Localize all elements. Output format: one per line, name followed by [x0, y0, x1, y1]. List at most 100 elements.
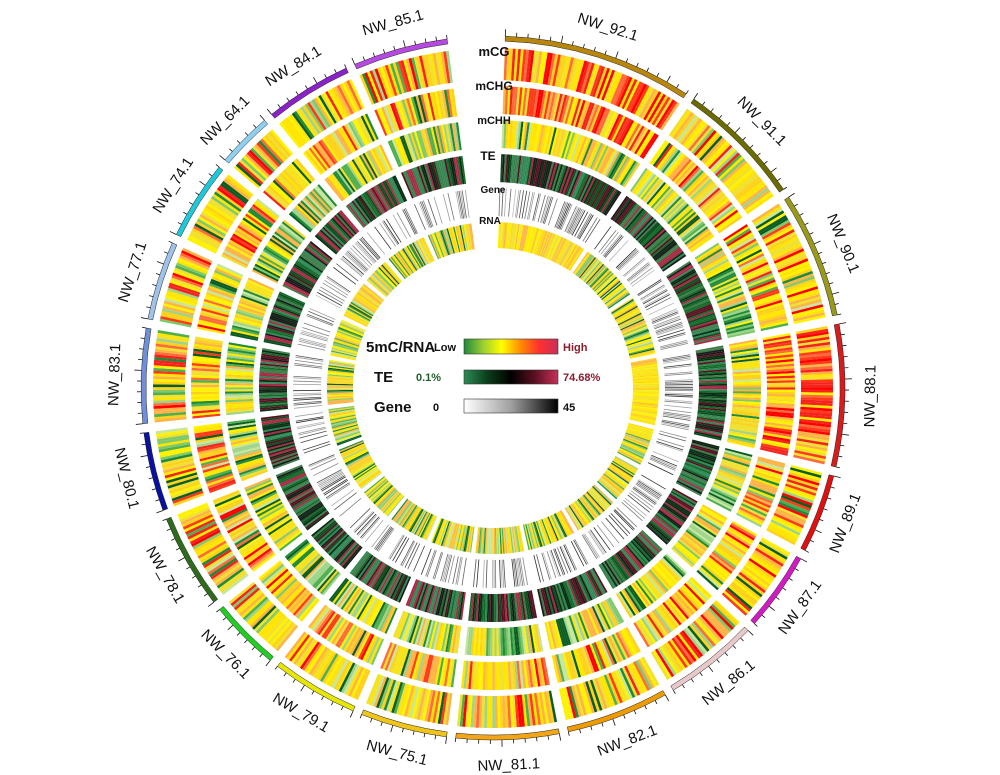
track-segment [409, 651, 420, 679]
track-segment [337, 542, 358, 565]
track-segment [544, 517, 556, 543]
chromosome-tick [590, 726, 593, 731]
chromosome-tick [794, 568, 799, 571]
track-segment [259, 377, 288, 381]
gene-mark [381, 221, 399, 245]
track-segment [632, 402, 659, 406]
track-segment [416, 239, 430, 264]
track-segment [648, 183, 668, 207]
track-segment [731, 238, 757, 255]
chromosome-tick [838, 455, 843, 458]
track-segment [341, 125, 358, 151]
track-segment [225, 370, 254, 374]
track-segment [159, 448, 192, 458]
track-segment [633, 170, 652, 195]
track-segment [776, 255, 808, 271]
track-te-nw-85-1 [401, 156, 467, 199]
track-segment [479, 593, 483, 622]
track-segment [546, 516, 558, 542]
chromosome-tick [259, 653, 263, 658]
chromosome-tick [593, 46, 596, 52]
track-mchh-nw-89-1 [705, 447, 753, 512]
track-segment [529, 227, 538, 254]
track-segment [552, 54, 561, 87]
track-segment [706, 264, 732, 280]
track-segment [292, 266, 317, 283]
track-segment [267, 444, 296, 454]
track-segment [719, 299, 747, 311]
track-segment [267, 618, 291, 645]
track-segment [432, 232, 444, 258]
chromosome-tick [148, 477, 153, 480]
track-segment [340, 544, 361, 567]
track-segment [191, 409, 220, 414]
track-segment [777, 503, 808, 519]
track-segment [662, 556, 685, 578]
chromosome-label-nw-75-1: NW_75.1 [364, 737, 429, 769]
track-segment [311, 189, 332, 212]
track-segment [654, 564, 676, 587]
track-segment [339, 324, 364, 336]
track-mcg-nw-85-1 [359, 50, 453, 105]
track-segment [405, 579, 418, 606]
track-segment [662, 197, 684, 219]
track-segment [163, 462, 195, 474]
gene-mark [642, 290, 668, 305]
track-segment [308, 604, 327, 629]
track-segment [235, 163, 262, 187]
track-segment [276, 466, 304, 479]
track-mchg-nw-82-1 [551, 626, 641, 683]
track-segment [373, 147, 388, 174]
track-segment [339, 126, 356, 152]
track-segment [352, 552, 371, 577]
track-segment [511, 154, 516, 183]
track-segment [336, 541, 357, 564]
track-segment [279, 122, 302, 149]
track-segment [535, 124, 543, 153]
gene-mark [326, 275, 351, 293]
track-segment [256, 259, 283, 275]
gene-mark [313, 463, 339, 477]
track-segment [287, 164, 309, 187]
chromosome-tick [266, 108, 272, 115]
track-segment [500, 154, 504, 183]
track-segment [249, 487, 276, 502]
track-segment [685, 627, 708, 654]
track-segment [197, 324, 226, 333]
gene-mark [550, 549, 561, 577]
track-segment [680, 290, 707, 304]
track-segment [707, 556, 731, 576]
track-segment [627, 427, 653, 436]
gene-mark [518, 558, 524, 586]
track-segment [594, 145, 609, 172]
track-segment [624, 665, 641, 696]
track-segment [477, 593, 482, 622]
track-segment [379, 266, 398, 286]
track-segment [332, 423, 358, 431]
gene-mark [377, 528, 395, 552]
chromosome-tick [633, 710, 637, 715]
track-segment [743, 266, 771, 280]
track-segment [389, 645, 401, 673]
chromosome-tick [253, 124, 257, 128]
track-segment [392, 102, 404, 130]
track-segment [685, 173, 708, 196]
track-segment [766, 398, 795, 402]
track-segment [417, 583, 429, 611]
gene-mark [662, 415, 691, 421]
track-segment [227, 350, 256, 357]
track-segment [798, 344, 831, 352]
track-segment [799, 411, 832, 417]
track-segment [677, 478, 704, 493]
track-segment [711, 205, 736, 225]
track-segment [690, 576, 712, 598]
track-segment [588, 607, 602, 635]
track-segment [533, 521, 543, 547]
chromosome-label-nw-89-1: NW_89.1 [826, 491, 864, 555]
gene-mark [658, 332, 686, 341]
track-segment [564, 57, 575, 89]
track-segment [599, 280, 621, 299]
track-segment [782, 490, 814, 504]
track-segment [346, 454, 371, 468]
